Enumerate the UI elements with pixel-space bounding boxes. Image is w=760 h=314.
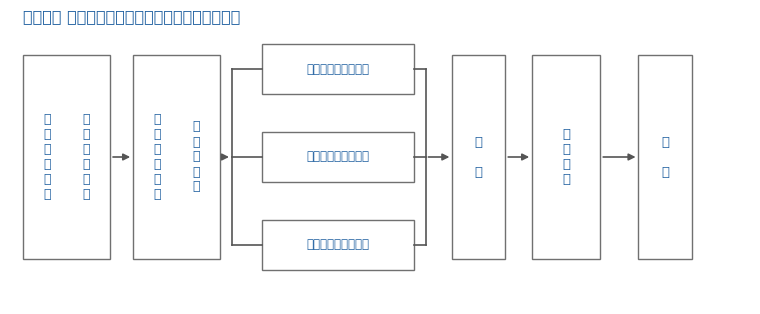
Text: 纠

正: 纠 正 <box>661 136 669 178</box>
Bar <box>452 55 505 259</box>
Text: 重
大
危
险
源: 重 大 危 险 源 <box>192 121 200 193</box>
Text: 结构阶段危险源部位: 结构阶段危险源部位 <box>307 150 369 164</box>
Bar <box>638 55 692 259</box>
Text: 检
查
验
收: 检 查 验 收 <box>562 128 570 186</box>
Text: 安
全
监
理
人
员: 安 全 监 理 人 员 <box>82 113 90 201</box>
Text: 总
监
理
工
程
师: 总 监 理 工 程 师 <box>43 113 51 201</box>
Text: 对

策: 对 策 <box>475 136 483 178</box>
Bar <box>262 132 414 182</box>
Bar <box>532 55 600 259</box>
Bar <box>23 55 110 259</box>
Text: 装饰阶段危险源部位: 装饰阶段危险源部位 <box>307 238 369 252</box>
Text: （三）、 安全监理重大危险源监控制度（见下图）: （三）、 安全监理重大危险源监控制度（见下图） <box>23 9 240 24</box>
Bar <box>262 44 414 94</box>
Text: 基础阶段危险源部位: 基础阶段危险源部位 <box>307 62 369 76</box>
Bar <box>133 55 220 259</box>
Text: 新
开
工
地
罗
列: 新 开 工 地 罗 列 <box>154 113 161 201</box>
Bar <box>262 220 414 270</box>
